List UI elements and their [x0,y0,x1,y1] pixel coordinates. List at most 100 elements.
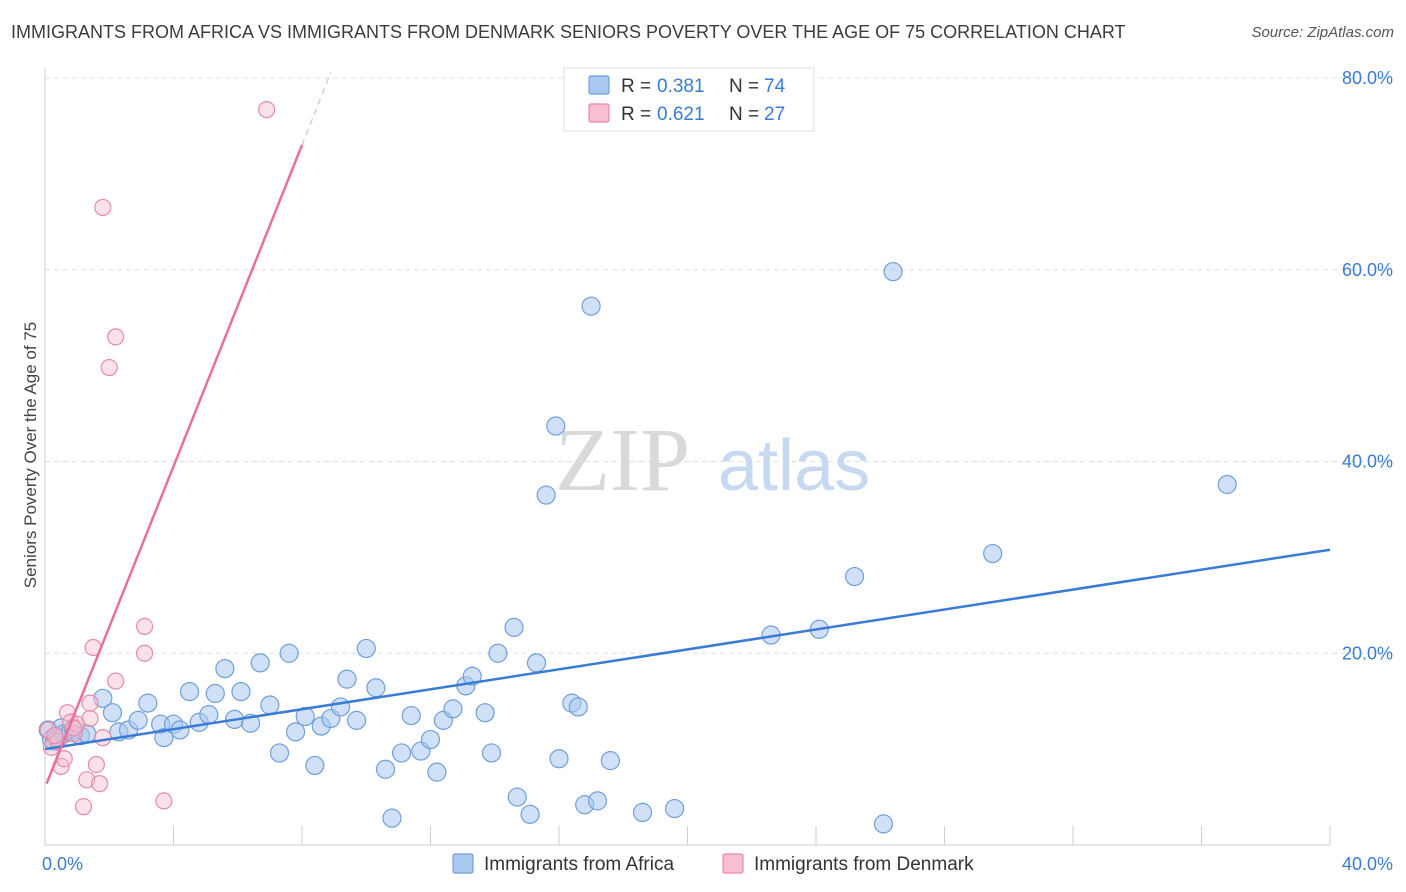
africa-point [665,798,685,819]
africa-point [520,804,540,824]
x-tick-label: 40.0% [1342,854,1393,874]
africa-point [231,681,251,702]
legend-n-label: N = [729,76,759,97]
africa-point [420,729,441,750]
africa-point [549,749,569,769]
grid-lines [45,77,1392,654]
source-credit: Source: ZipAtlas.com [1251,24,1394,41]
denmark-point [91,775,109,793]
legend-r-value: 0.381 [657,76,705,97]
africa-point [600,751,621,771]
africa-point [983,543,1003,564]
africa-trend-line [44,548,1331,751]
africa-point [391,743,412,763]
legend-label-denmark: Immigrants from Denmark [754,854,974,875]
africa-point [427,762,447,782]
africa-point [844,566,865,587]
africa-point [269,743,290,763]
africa-point [443,699,463,719]
africa-point [205,683,225,704]
legend-label-africa: Immigrants from Africa [484,854,674,875]
legend-n-label: N = [729,104,759,125]
denmark-point [135,644,154,662]
africa-point [347,710,367,730]
legend-r-value: 0.621 [657,104,705,125]
africa-point [356,638,376,659]
africa-point [1217,474,1237,495]
africa-point [568,697,588,717]
data-points [38,101,1237,834]
africa-point [475,703,495,723]
watermark: ZIP atlas [555,411,870,510]
legend-n-value: 74 [764,76,786,97]
denmark-point [78,771,96,789]
legend-swatch-africa [588,75,610,95]
y-axis-label: Seniors Poverty Over the Age of 75 [21,322,40,588]
denmark-point [94,729,112,747]
africa-point [375,759,396,779]
africa-point [587,791,608,811]
y-tick-label: 20.0% [1342,643,1393,663]
y-tick-label: 60.0% [1342,260,1393,280]
africa-point [526,653,547,673]
tick-labels: 20.0% 40.0% 60.0% 80.0% 0.0% 40.0% [42,68,1393,874]
legend-r-label: R = [621,104,651,125]
africa-point [546,416,566,436]
legend-n-value: 27 [764,104,785,125]
africa-point [581,296,601,316]
legend-swatch-africa [452,853,474,874]
africa-point [179,681,200,702]
africa-point [138,693,158,713]
africa-point [366,678,386,698]
africa-point [401,705,421,726]
africa-point [215,658,235,679]
africa-point [279,643,299,663]
africa-point [102,703,123,723]
x-tick-label: 0.0% [42,854,83,874]
chart-title: IMMIGRANTS FROM AFRICA VS IMMIGRANTS FRO… [11,22,1126,42]
africa-point [481,743,502,763]
denmark-point [74,798,93,816]
y-tick-label: 40.0% [1342,452,1393,472]
africa-point [507,787,527,807]
denmark-point [155,792,173,810]
denmark-trend-extension [301,72,332,146]
legend-swatch-denmark [588,103,610,123]
denmark-trend-line [45,144,304,785]
africa-point [128,710,148,730]
series-legend: Immigrants from Africa Immigrants from D… [452,853,974,875]
denmark-point [46,727,64,745]
africa-point [462,666,482,686]
legend-swatch-denmark [722,853,744,874]
africa-point [536,485,556,505]
africa-point [632,802,653,823]
denmark-point [39,721,57,739]
stats-legend: R = 0.381 N = 74 R = 0.621 N = 27 [563,67,815,132]
africa-point [337,669,357,689]
denmark-point [81,709,99,728]
africa-point [199,705,219,725]
denmark-point [107,328,125,346]
africa-point [154,728,174,748]
denmark-point [258,101,276,119]
axes [44,68,1331,846]
denmark-point [135,617,154,636]
trend-lines [44,72,1331,785]
africa-point [330,697,351,717]
africa-point [873,814,894,834]
africa-point [488,643,508,663]
africa-point [250,653,270,673]
africa-point [504,617,524,637]
africa-point [382,808,402,828]
africa-point [260,695,280,715]
denmark-point [100,358,118,377]
watermark-atlas: atlas [718,426,870,506]
denmark-point [107,672,125,690]
africa-point [305,755,325,776]
y-tick-label: 80.0% [1342,68,1393,88]
denmark-point [87,755,106,774]
africa-point [883,262,903,282]
watermark-zip: ZIP [555,411,690,510]
denmark-point [81,694,99,712]
